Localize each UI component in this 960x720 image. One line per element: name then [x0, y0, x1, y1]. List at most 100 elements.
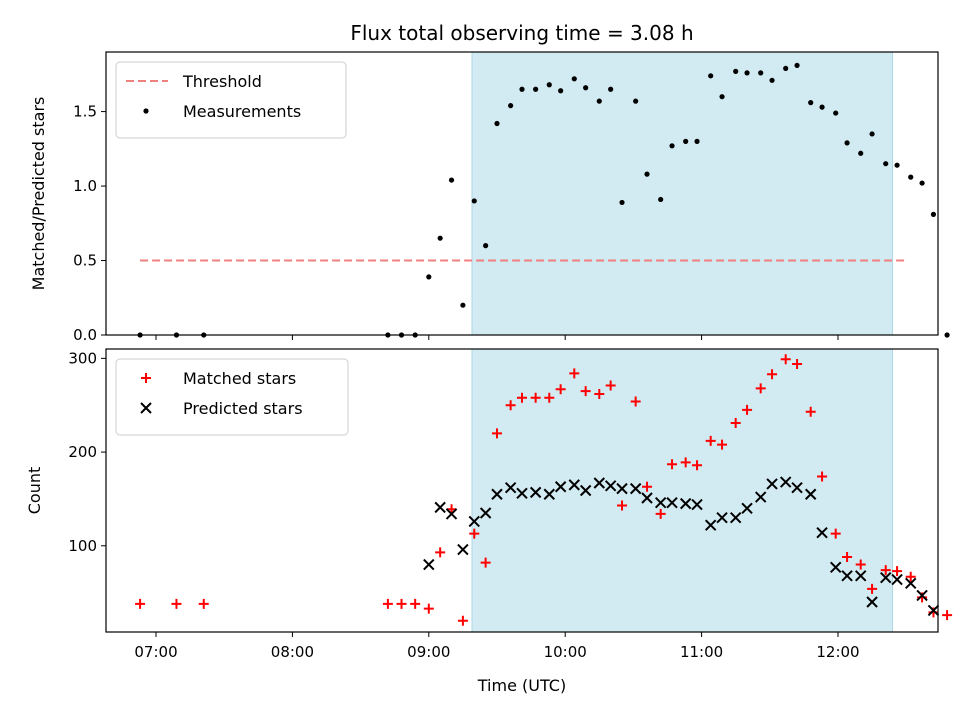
- x-tick-label: 12:00: [816, 643, 859, 661]
- matched-stars-point: [767, 369, 778, 380]
- matched-stars-point: [505, 400, 516, 411]
- measurement-point: [930, 211, 937, 217]
- ratio-axes-frame: [105, 51, 939, 336]
- ratio-y-axis-label: Matched/Predicted stars: [29, 97, 48, 291]
- predicted-stars-point: [880, 571, 892, 584]
- measurement-point: [869, 131, 875, 137]
- predicted-stars-point: [616, 482, 628, 495]
- ratio-panel: 0.0 0.5 1.0 1.5 Matched/Predicted stars Thres…: [29, 51, 950, 344]
- matched-stars-point: [692, 460, 703, 471]
- predicted-stars-point: [766, 478, 778, 490]
- matched-stars-point: [917, 592, 928, 603]
- matched-stars-point: [135, 598, 146, 609]
- ratio-y-tick-label: 0.5: [73, 252, 97, 270]
- predicted-stars-point: [666, 496, 678, 509]
- measurement-point: [733, 68, 739, 74]
- matched-stars-point: [755, 383, 766, 394]
- measurement-point: [483, 243, 489, 249]
- measurement-point: [794, 62, 800, 69]
- measurement-point: [858, 150, 864, 156]
- measurement-point: [744, 70, 750, 76]
- measurement-point: [894, 162, 900, 168]
- measurement-point: [471, 198, 477, 204]
- x-tick-label: 08:00: [271, 643, 314, 661]
- predicted-stars-point: [816, 526, 828, 539]
- matched-stars-point: [396, 598, 407, 609]
- count-y-tick-label: 200: [68, 443, 97, 461]
- matched-stars-point: [855, 559, 866, 570]
- legend-label: Threshold: [182, 72, 262, 91]
- predicted-stars-point: [434, 501, 446, 514]
- matched-stars-point: [892, 566, 903, 577]
- x-tick-label: 10:00: [544, 643, 587, 661]
- legend-label: Matched stars: [183, 369, 296, 388]
- count-observing-interval: [471, 348, 894, 633]
- matched-stars-point: [617, 500, 628, 511]
- measurement-point: [546, 82, 552, 88]
- predicted-stars-point: [516, 487, 528, 500]
- measurement-point: [769, 77, 775, 83]
- matched-stars-point: [171, 598, 182, 609]
- x-axis-label: Time (UTC): [477, 676, 566, 695]
- measurement-point: [494, 120, 500, 127]
- measurement-point: [783, 65, 789, 71]
- x-tick-label: 11:00: [680, 643, 723, 661]
- measurement-point: [583, 85, 589, 91]
- matched-stars-point: [817, 471, 828, 482]
- predicted-stars-point: [829, 561, 842, 574]
- legend-label: Predicted stars: [183, 399, 303, 418]
- matched-stars-point: [928, 607, 939, 618]
- predicted-stars-point: [891, 573, 903, 586]
- matched-stars-point: [569, 368, 580, 379]
- measurement-point: [944, 332, 950, 338]
- matched-stars-point: [905, 571, 916, 582]
- matched-stars-point: [942, 610, 953, 621]
- measurement-point: [844, 140, 850, 146]
- measurement-point: [819, 104, 825, 110]
- matched-stars-point: [435, 547, 446, 558]
- ratio-y-tick-label: 0.0: [73, 326, 97, 344]
- predicted-stars-point: [554, 481, 567, 493]
- legend-label: Measurements: [183, 102, 301, 121]
- matched-stars-point: [580, 386, 591, 397]
- legend-predicted-swatch: [140, 402, 152, 414]
- count-y-tick-label: 100: [68, 537, 97, 555]
- matched-stars-point: [469, 528, 480, 539]
- ratio-legend-box: [115, 61, 347, 139]
- count-axes-frame: [105, 348, 939, 633]
- measurement-point: [633, 98, 639, 104]
- predicted-stars-point: [779, 476, 792, 488]
- measurement-point: [558, 88, 564, 94]
- predicted-stars-point: [604, 480, 617, 492]
- predicted-stars-point: [579, 484, 592, 497]
- measurement-point: [519, 86, 525, 92]
- predicted-stars-point: [841, 570, 853, 582]
- predicted-stars-point: [423, 558, 435, 571]
- predicted-stars-point: [479, 507, 492, 519]
- measurement-point: [694, 138, 700, 144]
- count-y-axis-label: Count: [25, 467, 44, 515]
- matched-stars-point: [717, 439, 728, 450]
- matched-stars-point: [880, 565, 891, 576]
- measurement-point: [644, 171, 650, 177]
- measurement-point: [683, 138, 689, 144]
- measurement-point: [437, 235, 443, 241]
- predicted-stars-point: [691, 498, 703, 511]
- predicted-stars-point: [593, 477, 605, 489]
- ratio-markers: [137, 62, 950, 338]
- measurement-point: [508, 103, 514, 109]
- measurement-point: [608, 86, 614, 92]
- predicted-stars-point: [905, 577, 917, 589]
- predicted-stars-point: [866, 596, 878, 608]
- matched-stars-point: [842, 552, 853, 563]
- measurement-point: [708, 73, 714, 79]
- measurement-point: [426, 274, 432, 280]
- measurement-point: [460, 302, 466, 308]
- predicted-stars-point: [568, 479, 580, 491]
- matched-stars-point: [517, 392, 527, 403]
- matched-stars-point: [457, 615, 468, 626]
- measurement-point: [571, 76, 577, 82]
- measurement-point: [448, 177, 455, 183]
- count-legend-box: [115, 358, 349, 436]
